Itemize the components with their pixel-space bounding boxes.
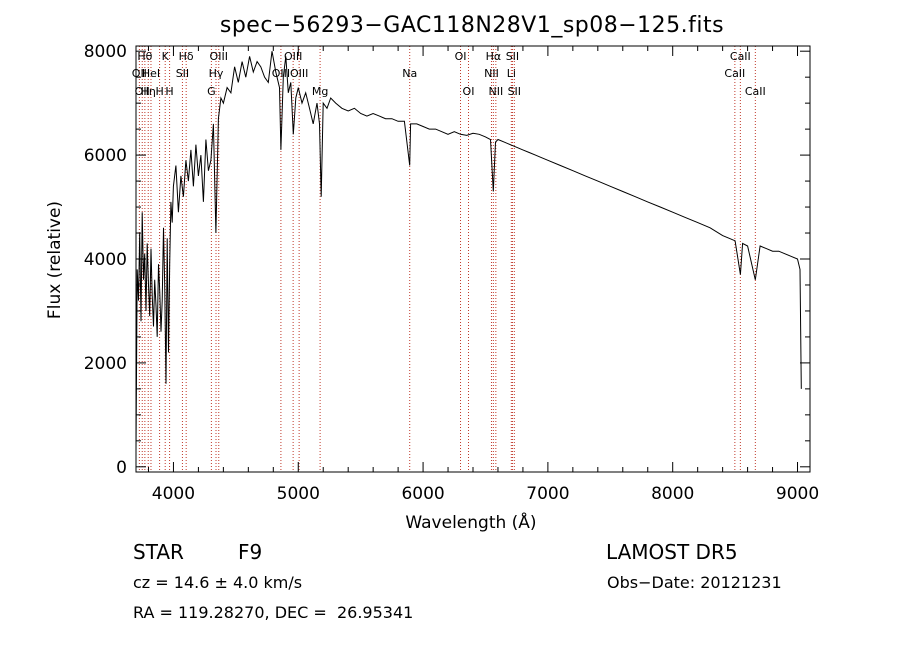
line-label: OII: [135, 85, 150, 98]
redshift-velocity: cz = 14.6 ± 4.0 km/s: [133, 573, 303, 592]
spectrum-chart: spec−56293−GAC118N28V1_sp08−125.fits OII…: [45, 13, 819, 533]
line-label: Hγ: [209, 67, 224, 80]
line-label: CaII: [730, 50, 751, 63]
y-axis-label: Flux (relative): [45, 201, 65, 319]
spectral-subclass: F9: [238, 540, 263, 564]
line-label: K: [162, 50, 170, 63]
line-label: OIII: [210, 50, 228, 63]
y-tick-label: 6000: [84, 146, 127, 166]
x-tick-label: 7000: [526, 484, 569, 504]
line-label: OI: [455, 50, 467, 63]
y-tick-label: 8000: [84, 42, 127, 62]
line-label: SII: [508, 85, 521, 98]
y-axis-ticks: 0 2000 4000 6000 8000: [84, 42, 810, 478]
x-tick-label: 9000: [776, 484, 819, 504]
survey-name: LAMOST DR5: [606, 540, 738, 564]
x-tick-label: 4000: [152, 484, 195, 504]
line-label: NII: [488, 85, 503, 98]
line-label: OIII: [272, 67, 290, 80]
line-label: SII: [176, 67, 189, 80]
line-label: CaII: [745, 85, 766, 98]
plot-frame: [135, 45, 811, 473]
line-label: Hα: [486, 50, 502, 63]
spectrum-series-line: [135, 51, 802, 452]
line-label: H: [155, 85, 163, 98]
line-label: Mg: [312, 85, 328, 98]
y-tick-label: 4000: [84, 250, 127, 270]
line-label: OI: [463, 85, 475, 98]
x-axis-label: Wavelength (Å): [405, 511, 536, 533]
line-label: Li: [507, 67, 516, 80]
x-tick-label: 6000: [401, 484, 444, 504]
emission-line-markers: [138, 46, 756, 472]
chart-title: spec−56293−GAC118N28V1_sp08−125.fits: [220, 13, 724, 38]
x-axis-ticks: 4000 5000 6000 7000 8000 9000: [147, 46, 819, 504]
observation-date: Obs−Date: 20121231: [607, 573, 782, 592]
line-label: NII: [484, 67, 499, 80]
line-label: Hθ: [137, 50, 152, 63]
line-label: HeI: [142, 67, 160, 80]
line-label: Hδ: [179, 50, 194, 63]
y-tick-label: 2000: [84, 354, 127, 374]
line-label: Hη: [141, 85, 156, 98]
x-tick-label: 5000: [277, 484, 320, 504]
object-type: STAR: [133, 540, 184, 564]
line-label: G: [207, 85, 216, 98]
line-label: OIII: [284, 50, 302, 63]
line-label: CaII: [724, 67, 745, 80]
coordinates: RA = 119.28270, DEC = 26.95341: [133, 603, 414, 622]
x-tick-label: 8000: [651, 484, 694, 504]
line-label: Na: [402, 67, 417, 80]
line-label: OIII: [290, 67, 308, 80]
line-label: H: [165, 85, 173, 98]
y-tick-label: 0: [116, 458, 127, 478]
line-label: SII: [506, 50, 519, 63]
emission-line-labels: OIIOIIHθHηHeIHKHSIIHδGHγOIIIOIIIOIIIOIII…: [132, 50, 766, 98]
